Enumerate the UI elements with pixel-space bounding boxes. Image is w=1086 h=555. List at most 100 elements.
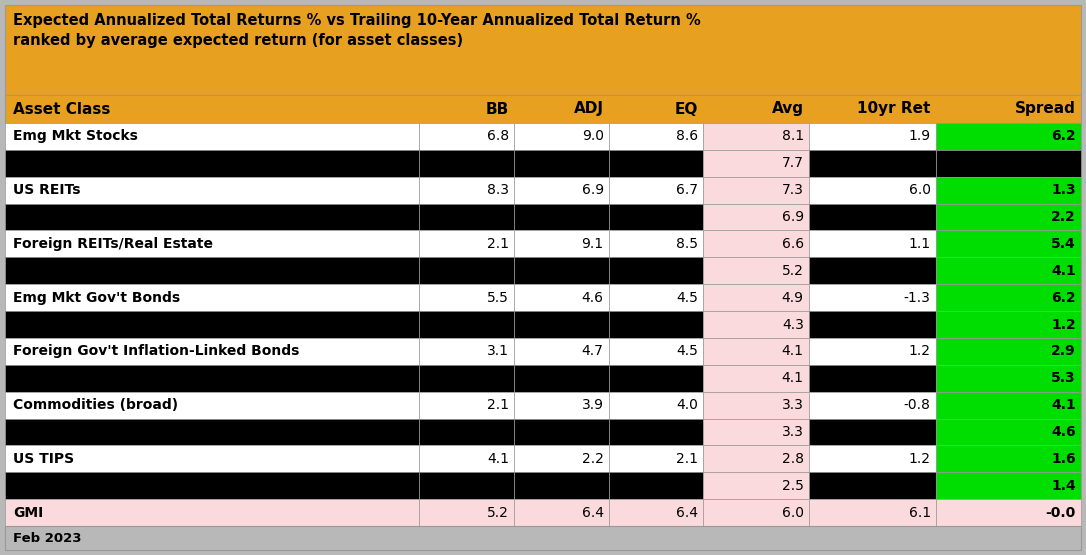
- Text: -0.0: -0.0: [1046, 506, 1076, 519]
- Bar: [419, 150, 514, 176]
- Text: 10yr Ret: 10yr Ret: [857, 102, 931, 117]
- Text: 6.0: 6.0: [782, 506, 804, 519]
- Bar: [936, 204, 1081, 230]
- Bar: [608, 472, 704, 499]
- Text: 4.3: 4.3: [782, 317, 804, 331]
- Text: -0.8: -0.8: [904, 398, 931, 412]
- Text: Spread: Spread: [1015, 102, 1076, 117]
- Bar: [514, 392, 608, 418]
- Bar: [809, 446, 936, 472]
- Bar: [704, 338, 809, 365]
- Bar: [608, 418, 704, 446]
- Bar: [608, 123, 704, 150]
- Text: 9.1: 9.1: [581, 237, 604, 251]
- Text: 1.3: 1.3: [1051, 183, 1076, 197]
- Text: Commodities (broad): Commodities (broad): [13, 398, 178, 412]
- Bar: [608, 392, 704, 418]
- Bar: [419, 418, 514, 446]
- Text: BB: BB: [485, 102, 509, 117]
- Bar: [704, 123, 809, 150]
- Bar: [809, 204, 936, 230]
- Bar: [419, 284, 514, 311]
- Text: 2.9: 2.9: [1051, 344, 1076, 359]
- Text: 6.9: 6.9: [581, 183, 604, 197]
- Bar: [936, 472, 1081, 499]
- Text: 8.5: 8.5: [677, 237, 698, 251]
- Text: 1.1: 1.1: [909, 237, 931, 251]
- Bar: [5, 284, 419, 311]
- Bar: [514, 230, 608, 258]
- Text: 3.3: 3.3: [782, 398, 804, 412]
- Bar: [704, 258, 809, 284]
- Bar: [608, 150, 704, 176]
- Bar: [514, 418, 608, 446]
- Text: 8.1: 8.1: [782, 129, 804, 143]
- Text: 4.5: 4.5: [677, 344, 698, 359]
- Text: ADJ: ADJ: [573, 102, 604, 117]
- Bar: [936, 176, 1081, 204]
- Text: Expected Annualized Total Returns % vs Trailing 10-Year Annualized Total Return : Expected Annualized Total Returns % vs T…: [13, 13, 700, 28]
- Bar: [704, 311, 809, 338]
- Bar: [809, 230, 936, 258]
- Bar: [419, 499, 514, 526]
- Bar: [5, 176, 419, 204]
- Bar: [5, 499, 419, 526]
- Text: Emg Mkt Stocks: Emg Mkt Stocks: [13, 129, 138, 143]
- Text: 1.9: 1.9: [909, 129, 931, 143]
- Bar: [608, 230, 704, 258]
- Text: 4.1: 4.1: [1051, 398, 1076, 412]
- Bar: [5, 204, 419, 230]
- Bar: [704, 472, 809, 499]
- Text: Foreign Gov't Inflation-Linked Bonds: Foreign Gov't Inflation-Linked Bonds: [13, 344, 300, 359]
- Bar: [5, 311, 419, 338]
- Bar: [936, 123, 1081, 150]
- Bar: [936, 230, 1081, 258]
- Text: 3.9: 3.9: [582, 398, 604, 412]
- Bar: [514, 499, 608, 526]
- Bar: [419, 365, 514, 392]
- Text: 2.1: 2.1: [487, 398, 509, 412]
- Bar: [514, 472, 608, 499]
- Bar: [419, 446, 514, 472]
- Bar: [936, 338, 1081, 365]
- Bar: [5, 392, 419, 418]
- Bar: [809, 150, 936, 176]
- Bar: [936, 418, 1081, 446]
- Text: 4.9: 4.9: [782, 291, 804, 305]
- Text: 5.4: 5.4: [1051, 237, 1076, 251]
- Bar: [419, 311, 514, 338]
- Bar: [704, 392, 809, 418]
- Text: 6.1: 6.1: [909, 506, 931, 519]
- Text: 5.5: 5.5: [488, 291, 509, 305]
- Bar: [809, 499, 936, 526]
- Bar: [809, 365, 936, 392]
- Text: 1.2: 1.2: [909, 452, 931, 466]
- Text: 2.2: 2.2: [1051, 210, 1076, 224]
- Text: 4.1: 4.1: [1051, 264, 1076, 278]
- Text: 6.2: 6.2: [1051, 291, 1076, 305]
- Bar: [5, 95, 1081, 123]
- Text: US REITs: US REITs: [13, 183, 80, 197]
- Bar: [419, 258, 514, 284]
- Bar: [419, 472, 514, 499]
- Bar: [809, 284, 936, 311]
- Bar: [419, 230, 514, 258]
- Bar: [608, 204, 704, 230]
- Bar: [704, 499, 809, 526]
- Text: 2.2: 2.2: [582, 452, 604, 466]
- Bar: [419, 123, 514, 150]
- Text: -1.3: -1.3: [904, 291, 931, 305]
- Text: 6.7: 6.7: [677, 183, 698, 197]
- Text: 1.2: 1.2: [1051, 317, 1076, 331]
- Bar: [514, 365, 608, 392]
- Text: 4.5: 4.5: [677, 291, 698, 305]
- Bar: [608, 176, 704, 204]
- Bar: [419, 204, 514, 230]
- Bar: [5, 150, 419, 176]
- Text: 4.0: 4.0: [677, 398, 698, 412]
- Bar: [5, 446, 419, 472]
- Bar: [514, 204, 608, 230]
- Text: Avg: Avg: [772, 102, 804, 117]
- Text: 9.0: 9.0: [582, 129, 604, 143]
- Text: US TIPS: US TIPS: [13, 452, 74, 466]
